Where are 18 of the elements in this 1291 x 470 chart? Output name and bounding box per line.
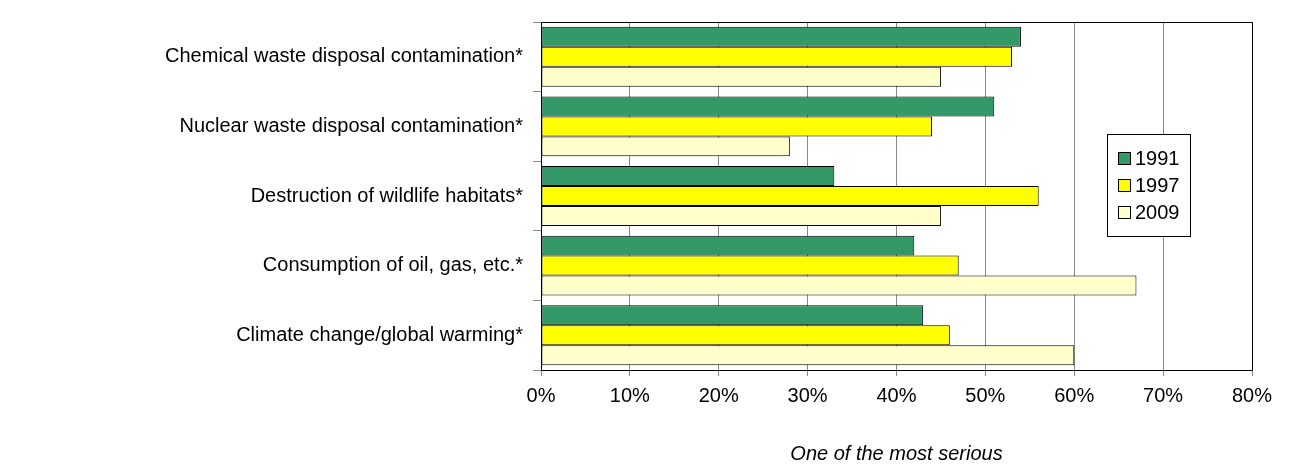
x-tick-label: 50% [965, 383, 1006, 406]
y-tick-label: Consumption of oil, gas, etc.* [262, 253, 524, 276]
x-tick-label: 70% [1143, 383, 1184, 406]
x-tick-label: 10% [609, 383, 651, 406]
x-tick-label: 0% [526, 383, 556, 406]
x-tick-label: 20% [698, 383, 739, 406]
x-tick-label: 80% [1231, 383, 1273, 406]
y-tick-label: Nuclear waste disposal contamination* [179, 113, 524, 136]
x-tick-label: 40% [876, 383, 917, 406]
y-tick-label: Destruction of wildlife habitats* [250, 183, 524, 206]
legend-label: 1991 [1135, 147, 1180, 170]
y-tick-label: Climate change/global warming* [236, 322, 524, 345]
y-tick-label: Chemical waste disposal contamination* [165, 44, 524, 67]
x-tick-label: 30% [787, 383, 828, 406]
legend-label: 1997 [1135, 174, 1180, 197]
legend-label: 2009 [1135, 201, 1180, 224]
x-tick-label: 60% [1054, 383, 1095, 406]
x-axis-title: One of the most serious [790, 441, 1003, 464]
